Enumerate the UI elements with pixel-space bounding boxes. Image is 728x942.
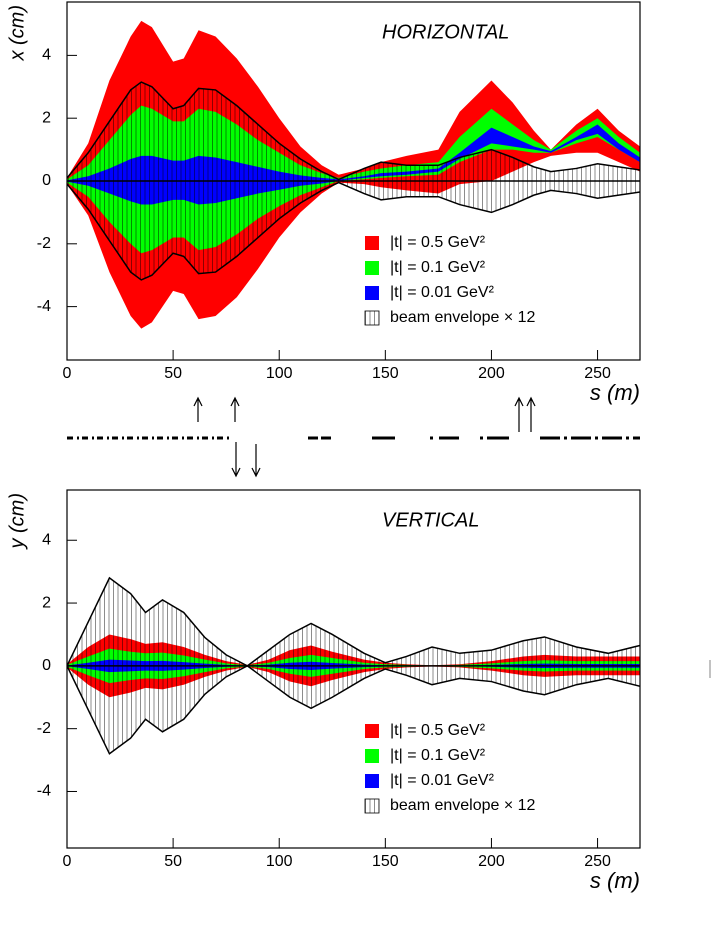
legend-swatch	[365, 261, 379, 275]
y-tick-label: 4	[42, 531, 51, 548]
x-tick-label: 0	[63, 853, 72, 870]
panel-title: VERTICAL	[382, 509, 479, 531]
plot-area	[67, 576, 640, 755]
legend-label: beam envelope × 12	[390, 309, 536, 326]
plot-frame	[66, 489, 641, 849]
y-tick-label: 0	[42, 172, 51, 189]
legend-swatch	[364, 798, 380, 814]
legend-swatch	[365, 774, 379, 788]
x-tick-label: 150	[372, 365, 399, 382]
y-tick-label: 2	[42, 109, 51, 126]
x-axis-label: s (m)	[590, 380, 640, 405]
legend-label: |t| = 0.1 GeV²	[390, 747, 486, 764]
y-tick-label: -4	[37, 298, 51, 315]
x-tick-label: 100	[266, 853, 293, 870]
plot-area	[67, 20, 640, 329]
y-tick-label: -4	[37, 783, 51, 800]
y-tick-label: -2	[37, 235, 51, 252]
envelope-upper	[67, 81, 640, 181]
x-tick-label: 200	[478, 365, 505, 382]
legend-label: |t| = 0.5 GeV²	[390, 722, 486, 739]
x-axis-label: s (m)	[590, 868, 640, 893]
x-tick-label: 250	[584, 853, 611, 870]
x-tick-label: 50	[164, 365, 182, 382]
y-tick-label: 0	[42, 657, 51, 674]
legend-label: |t| = 0.5 GeV²	[390, 234, 486, 251]
legend-swatch	[364, 310, 380, 326]
legend-label: beam envelope × 12	[390, 797, 536, 814]
beamline-diagram	[67, 396, 711, 678]
y-tick-label: 4	[42, 47, 51, 64]
y-axis-label: y (cm)	[6, 493, 28, 551]
legend-label: |t| = 0.1 GeV²	[390, 259, 486, 276]
x-tick-label: 0	[63, 365, 72, 382]
envelope-upper	[67, 576, 640, 667]
x-tick-label: 50	[164, 853, 182, 870]
legend-swatch	[365, 286, 379, 300]
x-tick-label: 200	[478, 853, 505, 870]
x-tick-label: 150	[372, 853, 399, 870]
legend-label: |t| = 0.01 GeV²	[390, 284, 495, 301]
legend-swatch	[365, 749, 379, 763]
y-axis-label: x (cm)	[6, 5, 28, 62]
legend-swatch	[365, 236, 379, 250]
envelope-lower	[67, 181, 640, 281]
legend-label: |t| = 0.01 GeV²	[390, 772, 495, 789]
x-tick-label: 100	[266, 365, 293, 382]
y-tick-label: -2	[37, 720, 51, 737]
y-tick-label: 2	[42, 594, 51, 611]
envelope-lower	[67, 664, 640, 755]
legend-swatch	[365, 724, 379, 738]
panel-title: HORIZONTAL	[382, 21, 509, 43]
x-tick-label: 250	[584, 365, 611, 382]
